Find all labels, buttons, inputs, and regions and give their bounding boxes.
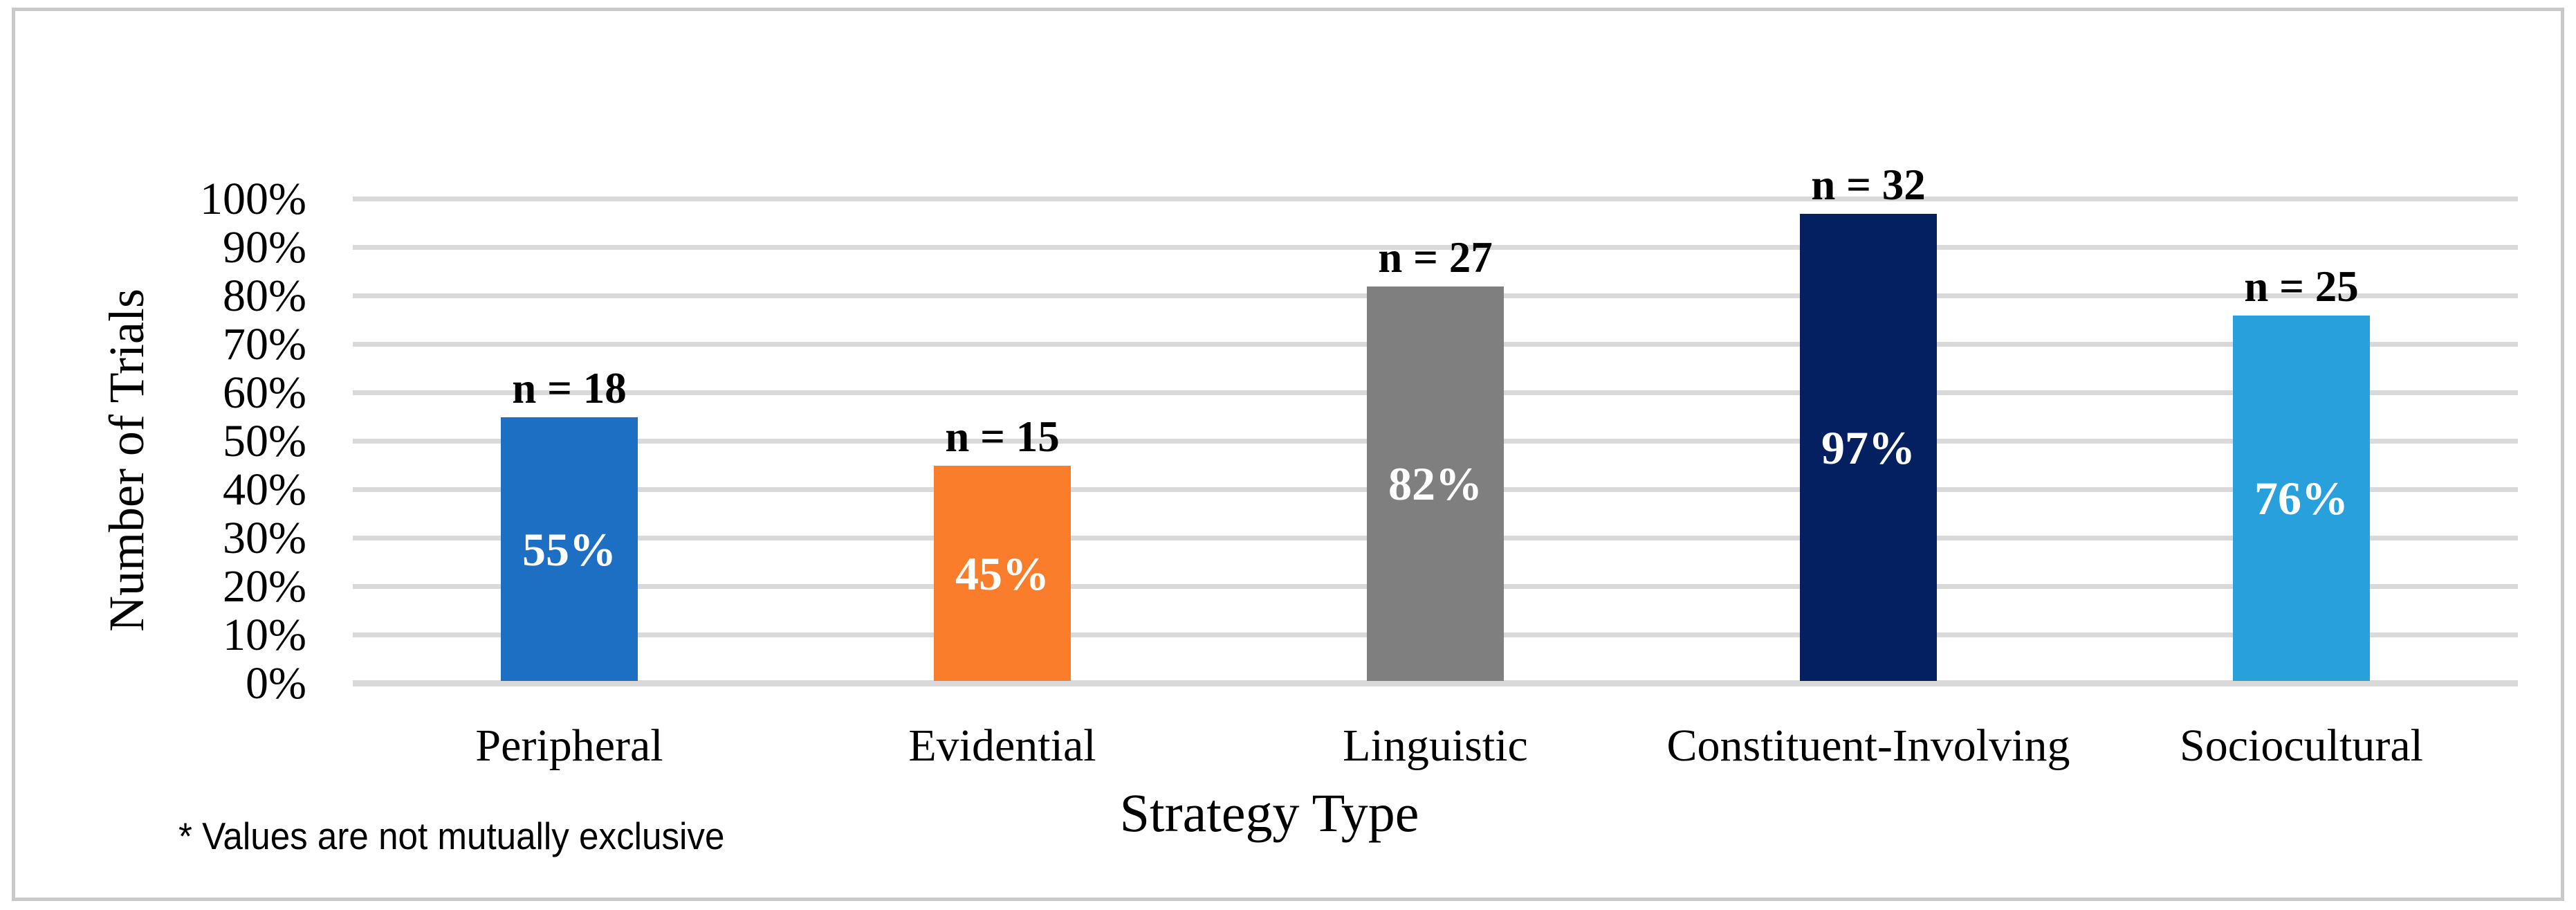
bar-n-label: n = 25: [2244, 262, 2359, 311]
y-tick-label: 90%: [223, 222, 306, 273]
y-axis-title: Number of Trials: [99, 288, 154, 633]
bar-evidential: [934, 466, 1071, 681]
chart-border: [12, 8, 2564, 901]
x-axis-title: Strategy Type: [1119, 783, 1419, 843]
y-tick-label: 100%: [200, 174, 306, 224]
bar-value-label: 45%: [955, 547, 1049, 600]
y-tick-label: 60%: [223, 367, 306, 418]
y-tick-label: 40%: [223, 464, 306, 515]
x-category-label: Constituent-Involving: [1666, 720, 2070, 771]
gridline: [353, 197, 2518, 201]
x-category-label: Evidential: [908, 720, 1096, 771]
x-category-label: Peripheral: [475, 720, 663, 771]
bar-n-label: n = 18: [512, 364, 627, 412]
bar-n-label: n = 27: [1378, 233, 1493, 282]
y-tick-label: 50%: [223, 416, 306, 466]
y-tick-label: 70%: [223, 319, 306, 370]
bar-linguistic: [1367, 286, 1504, 681]
bar-n-label: n = 32: [1811, 161, 1926, 209]
y-tick-label: 10%: [223, 610, 306, 660]
y-tick-label: 80%: [223, 271, 306, 321]
x-axis-line: [353, 680, 2518, 686]
bar-value-label: 76%: [2254, 472, 2348, 525]
bar-value-label: 82%: [1388, 457, 1482, 510]
x-category-label: Sociocultural: [2180, 720, 2423, 771]
gridline: [353, 245, 2518, 250]
bar-value-label: 97%: [1821, 421, 1915, 474]
y-tick-label: 0%: [246, 658, 306, 709]
bar-sociocultural: [2233, 316, 2370, 681]
bar-constituent-involving: [1800, 214, 1937, 681]
bar-n-label: n = 15: [945, 412, 1060, 461]
bar-peripheral: [501, 417, 638, 681]
bar-value-label: 55%: [522, 522, 616, 576]
y-tick-label: 20%: [223, 561, 306, 612]
footnote: * Values are not mutually exclusive: [178, 814, 725, 857]
y-tick-label: 30%: [223, 513, 306, 563]
x-category-label: Linguistic: [1343, 720, 1528, 771]
